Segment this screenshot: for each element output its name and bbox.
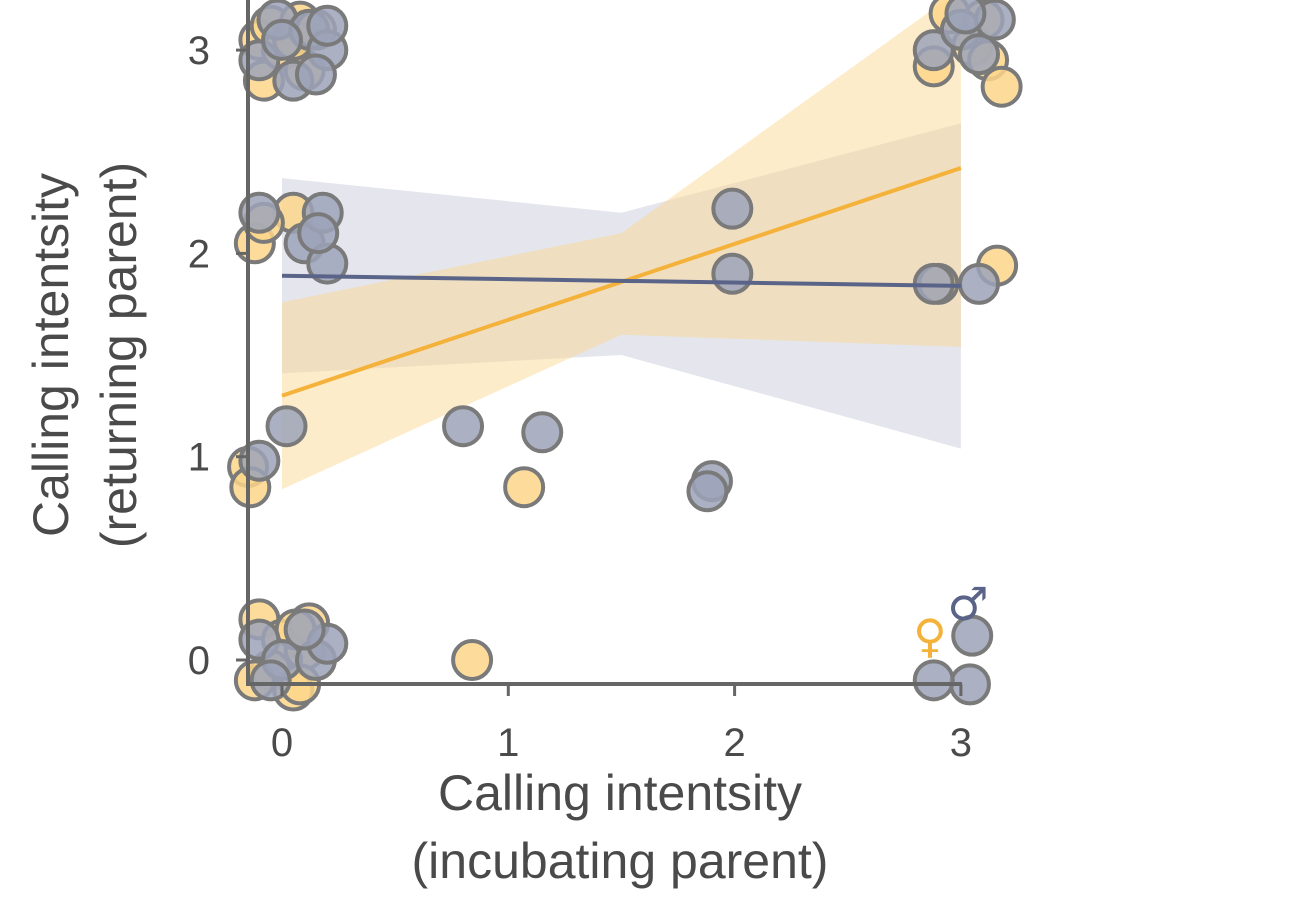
data-point-male xyxy=(912,659,955,702)
data-point-male xyxy=(686,470,729,513)
legend-symbol-male: ♂ xyxy=(947,577,988,631)
data-point-female xyxy=(503,466,546,509)
y-tick-label: 1 xyxy=(188,436,210,480)
x-tick-label: 0 xyxy=(271,721,293,765)
axis-titles: Calling intentsity (incubating parent) Cal… xyxy=(23,162,828,889)
x-axis-title: Calling intentsity xyxy=(438,765,802,821)
y-tick-label: 3 xyxy=(188,29,210,73)
data-point-female xyxy=(451,639,494,681)
data-point-male xyxy=(261,18,303,61)
data-point-male xyxy=(265,405,308,448)
data-point-male xyxy=(442,405,485,448)
data-point-male xyxy=(249,659,292,702)
axes xyxy=(236,0,963,696)
data-point-female xyxy=(980,65,1023,108)
data-point-male xyxy=(711,187,754,230)
tick-labels: 0 1 2 3 0 1 2 3 xyxy=(188,29,972,765)
data-point-male xyxy=(297,212,340,255)
data-point-male xyxy=(294,53,337,96)
x-tick-label: 3 xyxy=(950,721,972,765)
data-point-male xyxy=(711,252,754,295)
data-point-male xyxy=(283,608,326,651)
data-point-male xyxy=(944,0,987,35)
trend-line-male xyxy=(281,273,961,288)
y-axis-title: (returning parent) xyxy=(91,162,147,548)
x-tick-label: 1 xyxy=(497,721,519,765)
y-tick-label: 2 xyxy=(188,232,210,276)
trend-lines xyxy=(281,166,962,398)
x-axis-title: (incubating parent) xyxy=(412,833,829,889)
data-point-male xyxy=(306,4,349,47)
confidence-band-female xyxy=(282,0,961,490)
confidence-bands xyxy=(282,0,961,490)
legend-symbol-female: ♀ xyxy=(913,609,947,663)
y-tick-label: 0 xyxy=(188,639,210,683)
legend: ♀♂ xyxy=(913,577,988,663)
x-tick-label: 2 xyxy=(723,721,745,765)
data-point-male xyxy=(521,411,564,454)
data-point-male xyxy=(958,262,1001,305)
y-axis-title: Calling intentsity xyxy=(23,173,79,537)
confidence-band-male xyxy=(282,123,961,449)
data-point-male xyxy=(958,33,1001,76)
data-point-male xyxy=(951,614,994,657)
